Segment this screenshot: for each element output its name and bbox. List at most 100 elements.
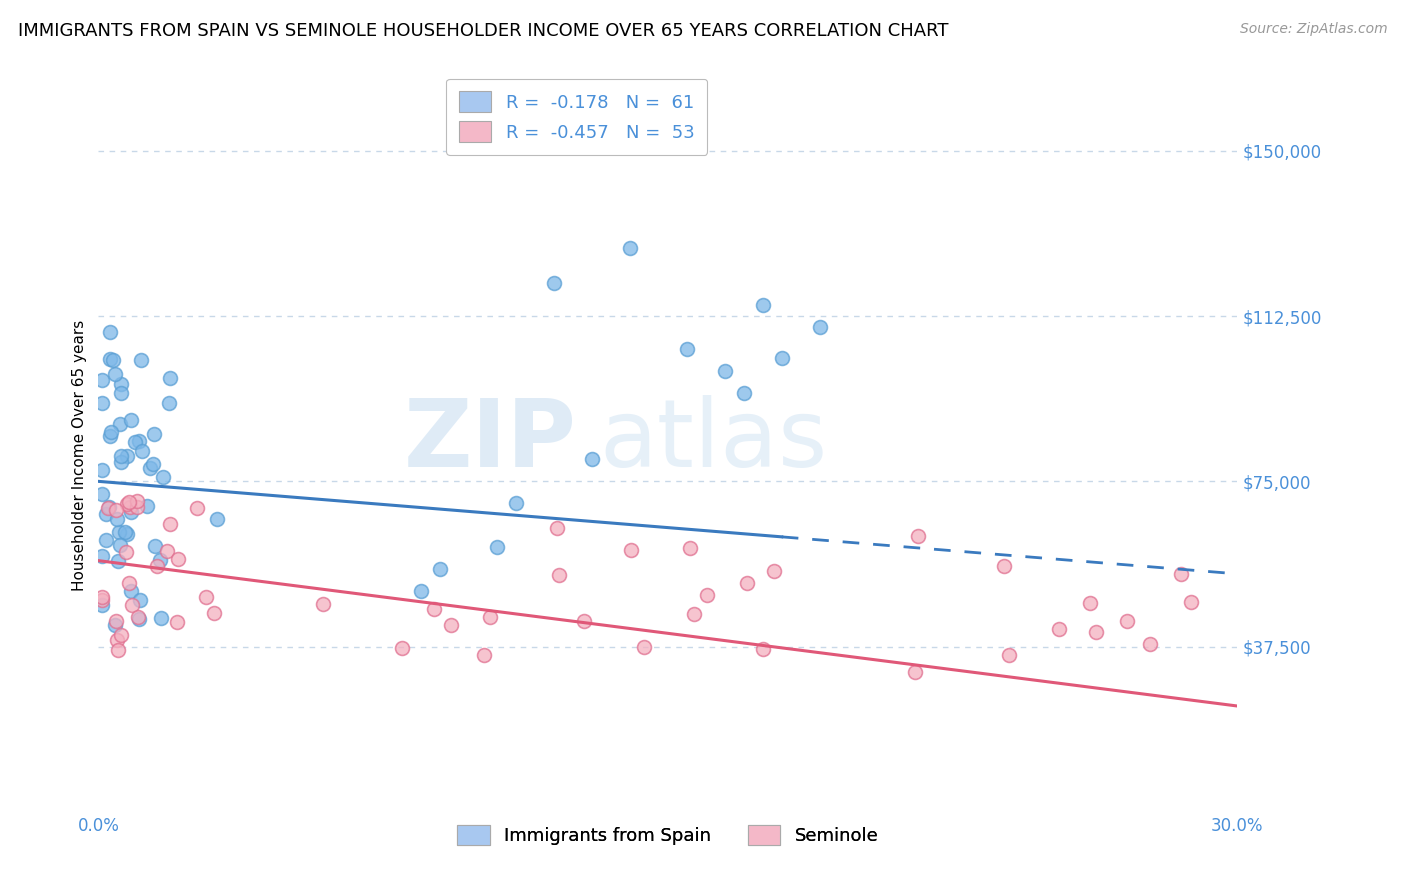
Point [735,576,758,591]
Point [110,376,132,391]
Point [120,413,142,427]
Point [131,353,153,368]
Point [108,538,131,552]
Point [548,567,571,582]
Point [907,529,929,543]
Point [98,352,121,367]
Point [139,461,162,475]
Point [115,450,138,464]
Point [104,368,127,382]
Point [98,500,121,514]
Point [120,583,142,598]
Point [619,241,641,255]
Point [993,559,1015,574]
Point [128,434,150,449]
Point [391,640,413,655]
Y-axis label: Householder Income Over 65 years: Householder Income Over 65 years [72,319,87,591]
Point [114,524,136,539]
Point [120,500,142,515]
Point [94,533,117,547]
Point [91,593,114,607]
Point [1139,637,1161,651]
Point [166,552,188,566]
Point [117,527,139,541]
Point [763,564,786,578]
Point [91,463,114,477]
Point [125,500,148,515]
Point [110,628,132,642]
Point [486,541,509,555]
Point [159,371,181,385]
Point [150,611,173,625]
Point [146,558,169,573]
Point [115,545,138,559]
Point [312,597,335,611]
Point [733,386,755,401]
Point [505,496,527,510]
Point [581,452,603,467]
Point [105,512,128,526]
Point [620,543,643,558]
Point [478,610,501,624]
Point [97,501,120,516]
Point [131,444,153,458]
Point [110,450,132,464]
Legend: Immigrants from Spain, Seminole: Immigrants from Spain, Seminole [450,817,886,853]
Point [128,612,150,626]
Point [105,614,128,628]
Point [100,425,122,440]
Point [91,487,114,501]
Point [770,351,793,365]
Point [129,592,152,607]
Point [101,352,124,367]
Point [998,648,1021,662]
Point [142,457,165,471]
Text: atlas: atlas [599,394,828,487]
Point [752,298,775,312]
Point [100,325,122,339]
Point [1047,622,1070,636]
Point [157,396,180,410]
Point [117,497,139,511]
Point [166,615,188,630]
Point [94,507,117,521]
Point [679,541,702,555]
Point [205,512,228,526]
Point [107,554,129,568]
Point [423,602,446,616]
Point [91,598,114,612]
Point [107,642,129,657]
Point [1170,567,1192,582]
Point [472,648,495,662]
Point [105,633,128,648]
Point [682,607,704,621]
Point [1116,614,1139,628]
Point [904,665,927,680]
Point [440,618,463,632]
Point [118,495,141,509]
Point [124,434,146,449]
Point [159,516,181,531]
Point [1078,596,1101,610]
Point [429,562,451,576]
Point [546,521,568,535]
Point [104,617,127,632]
Point [142,427,165,442]
Point [751,642,773,657]
Point [411,584,433,599]
Point [633,640,655,655]
Point [110,386,132,401]
Text: ZIP: ZIP [404,394,576,487]
Point [91,590,114,604]
Point [110,455,132,469]
Point [100,429,122,443]
Point [105,503,128,517]
Point [156,543,179,558]
Point [135,499,157,513]
Point [543,276,565,290]
Point [676,342,699,356]
Point [91,396,114,410]
Point [121,599,143,613]
Point [1084,625,1107,640]
Point [108,524,131,539]
